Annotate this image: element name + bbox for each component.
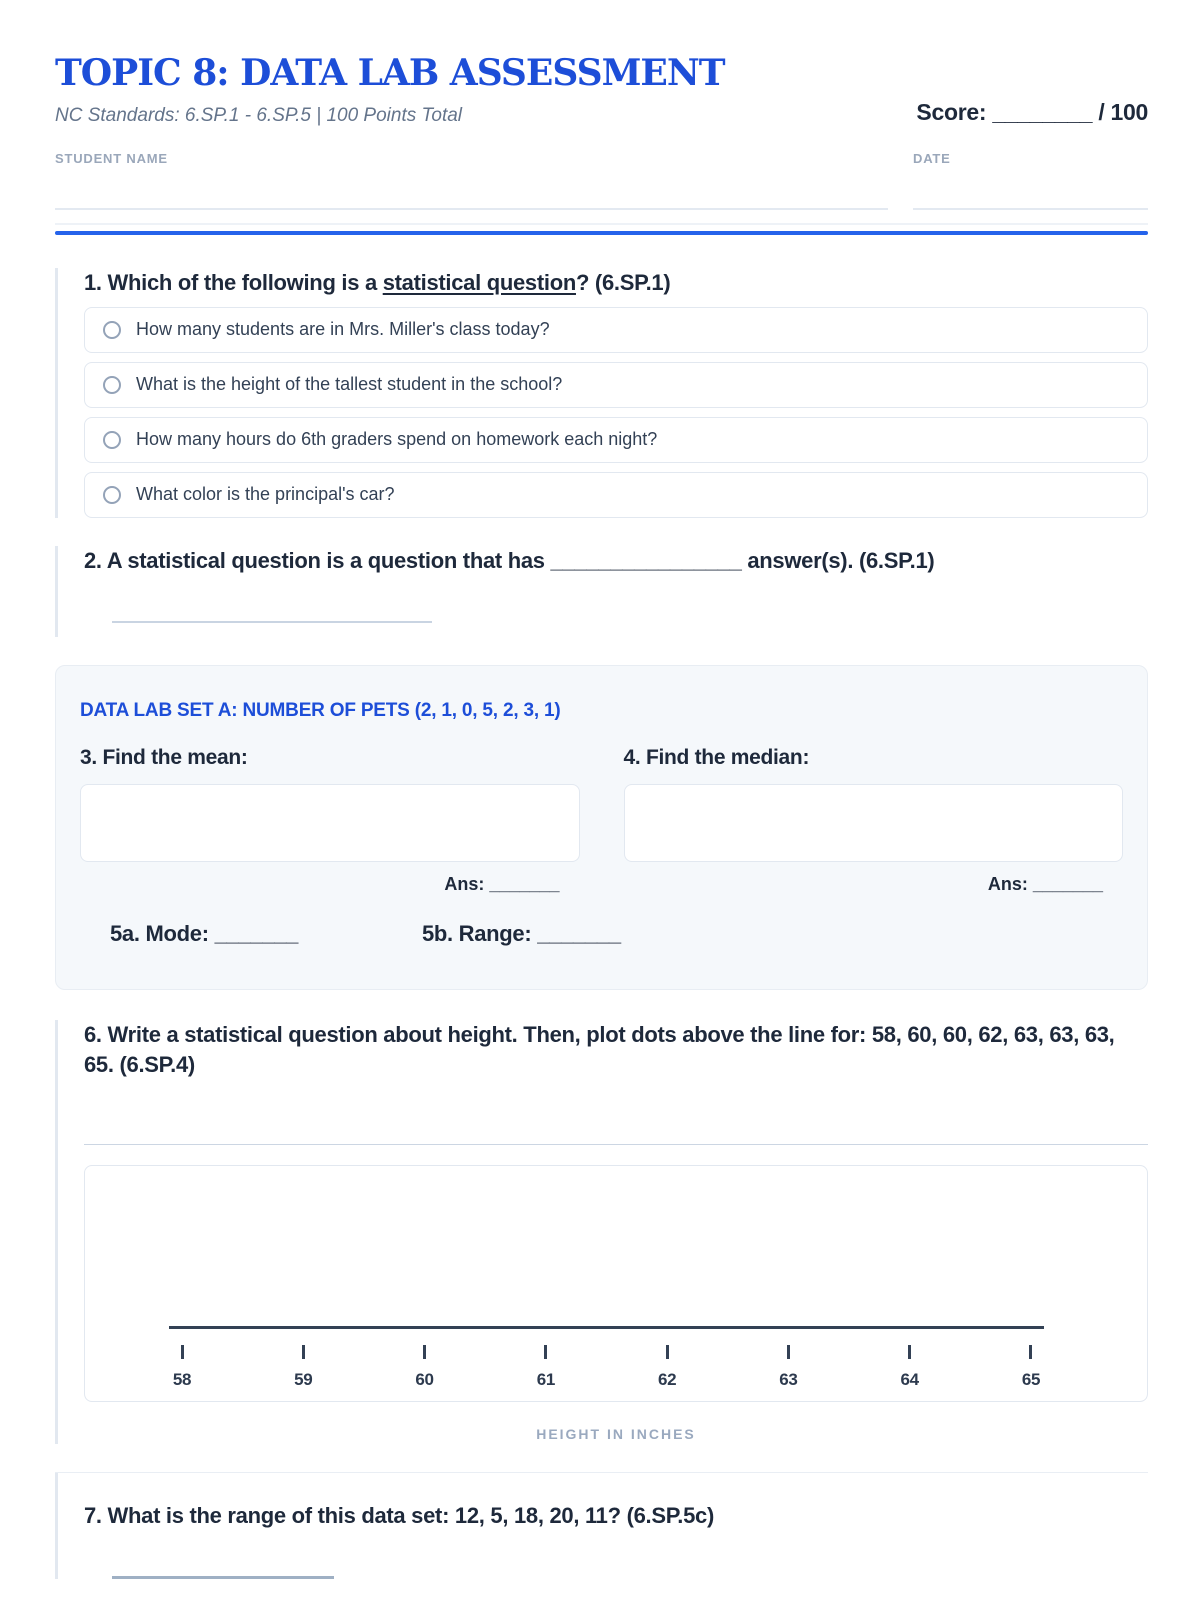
tick-59: 59 [290, 1344, 316, 1390]
question-5a-mode-field[interactable]: 5a. Mode: _______ [110, 921, 299, 947]
score-total: / 100 [1098, 99, 1148, 125]
mean-median-grid: 3. Find the mean: Ans: _______ 4. Find t… [80, 746, 1123, 895]
tick-mark [544, 1344, 548, 1359]
score-label: Score: [916, 99, 987, 125]
number-line-axis [169, 1325, 1044, 1329]
tick-label: 65 [1021, 1369, 1041, 1389]
tick-mark [786, 1344, 790, 1359]
tick-61: 61 [533, 1344, 559, 1390]
question-4-work-box[interactable] [623, 784, 1123, 863]
question-7-wrapper: 7. What is the range of this data set: 1… [55, 1471, 1148, 1580]
tick-65: 65 [1018, 1344, 1044, 1390]
tick-label: 62 [657, 1369, 677, 1389]
header: TOPIC 8: DATA LAB ASSESSMENT NC Standard… [55, 55, 1148, 235]
number-line: 58 59 60 61 62 63 64 65 [169, 1325, 1044, 1390]
q1-option-a-label: How many students are in Mrs. Miller's c… [136, 319, 550, 340]
question-1-lead: 1. Which of the following is a [84, 270, 383, 295]
tick-mark [1029, 1344, 1033, 1359]
question-4: 4. Find the median: Ans: _______ [623, 746, 1123, 895]
question-3-work-box[interactable] [80, 784, 580, 863]
score-field: Score: ________ / 100 [916, 99, 1148, 126]
question-6-heading: 6. Write a statistical question about he… [84, 1022, 1115, 1078]
tick-62: 62 [654, 1344, 680, 1390]
tick-mark [423, 1344, 427, 1359]
radio-icon[interactable] [103, 320, 121, 339]
tick-mark [665, 1344, 669, 1359]
dot-plot-area[interactable]: 58 59 60 61 62 63 64 65 [84, 1164, 1148, 1402]
date-input-line[interactable] [913, 208, 1148, 210]
question-1-tail: ? (6.SP.1) [575, 270, 671, 295]
tick-label: 60 [415, 1369, 434, 1389]
question-5b-range-field[interactable]: 5b. Range: _______ [421, 921, 621, 947]
question-1-underlined-term: statistical question [382, 270, 577, 295]
meta-labels: STUDENT NAME DATE [55, 151, 1148, 210]
tick-label: 64 [900, 1369, 920, 1389]
q1-option-a[interactable]: How many students are in Mrs. Miller's c… [84, 306, 1148, 353]
question-4-label: 4. Find the median: [623, 746, 810, 770]
student-name-label: STUDENT NAME [55, 151, 168, 166]
question-7: 7. What is the range of this data set: 1… [55, 1472, 1148, 1580]
number-line-ticks: 58 59 60 61 62 63 64 65 [169, 1344, 1044, 1390]
tick-mark [180, 1344, 184, 1359]
q1-option-d-label: What color is the principal's car? [136, 484, 395, 505]
question-2: 2. A statistical question is a question … [55, 545, 1148, 638]
question-1: 1. Which of the following is a statistic… [55, 268, 1148, 518]
question-7-answer-line[interactable] [112, 1576, 334, 1580]
tick-63: 63 [775, 1344, 801, 1390]
radio-icon[interactable] [103, 485, 121, 504]
question-7-heading: 7. What is the range of this data set: 1… [84, 1502, 714, 1528]
question-6-writing-line[interactable] [84, 1143, 1148, 1145]
tick-label: 61 [536, 1369, 556, 1389]
q1-option-c[interactable]: How many hours do 6th graders spend on h… [84, 416, 1148, 463]
q1-option-d[interactable]: What color is the principal's car? [84, 471, 1148, 518]
tick-mark [908, 1344, 912, 1359]
question-3-label: 3. Find the mean: [80, 746, 248, 770]
q1-option-c-label: How many hours do 6th graders spend on h… [136, 429, 658, 450]
standards-subtitle: NC Standards: 6.SP.1 - 6.SP.5 | 100 Poin… [55, 105, 463, 126]
tick-58: 58 [169, 1344, 195, 1390]
question-1-heading: 1. Which of the following is a statistic… [84, 268, 1148, 298]
q1-option-b[interactable]: What is the height of the tallest studen… [84, 361, 1148, 408]
axis-caption: HEIGHT IN INCHES [536, 1425, 696, 1442]
student-name-input-line[interactable] [55, 208, 888, 210]
tick-60: 60 [412, 1344, 438, 1390]
question-3: 3. Find the mean: Ans: _______ [80, 746, 580, 895]
score-blank[interactable]: ________ [992, 99, 1093, 125]
faint-divider [55, 223, 1148, 225]
data-lab-panel: DATA LAB SET A: NUMBER OF PETS (2, 1, 0,… [55, 665, 1148, 991]
page-title: TOPIC 8: DATA LAB ASSESSMENT [55, 52, 726, 94]
date-label: DATE [913, 151, 951, 166]
question-4-answer-line[interactable]: Ans: _______ [987, 874, 1103, 895]
question-2-heading: 2. A statistical question is a question … [84, 547, 935, 573]
tick-mark [301, 1344, 305, 1359]
question-5-row: 5a. Mode: _______ 5b. Range: _______ [80, 921, 1123, 947]
data-lab-heading: DATA LAB SET A: NUMBER OF PETS (2, 1, 0,… [80, 700, 561, 722]
tick-label: 59 [294, 1369, 313, 1389]
question-6: 6. Write a statistical question about he… [55, 1020, 1148, 1444]
radio-icon[interactable] [103, 375, 121, 394]
tick-64: 64 [897, 1344, 923, 1390]
question-2-answer-line[interactable] [112, 621, 432, 624]
question-3-answer-line[interactable]: Ans: _______ [444, 874, 560, 895]
blue-divider [55, 231, 1148, 235]
q1-option-b-label: What is the height of the tallest studen… [136, 374, 563, 395]
tick-label: 58 [172, 1369, 192, 1389]
tick-label: 63 [779, 1369, 798, 1389]
radio-icon[interactable] [103, 430, 121, 449]
